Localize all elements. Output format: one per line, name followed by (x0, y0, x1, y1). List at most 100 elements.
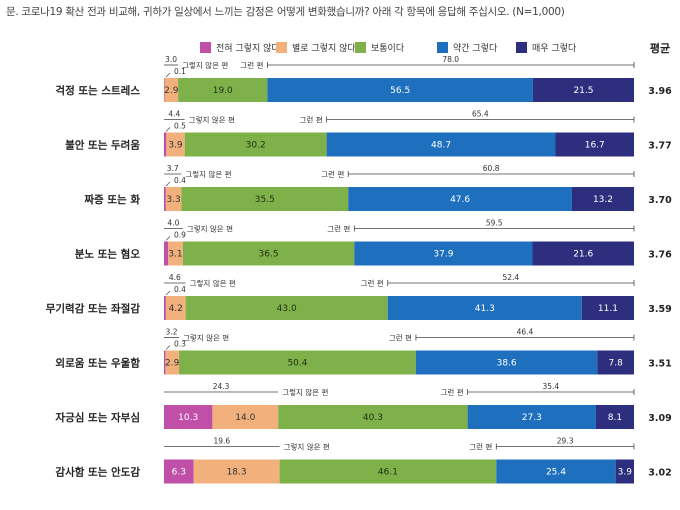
category-label: 짜증 또는 화 (84, 193, 140, 206)
bar-segment (181, 187, 349, 211)
small-value-label: 0.1 (174, 67, 186, 76)
legend-label-4: 약간 그렇다 (453, 42, 498, 54)
average-value: 3.77 (648, 141, 671, 152)
bar-segment (193, 459, 280, 484)
bar-value-label: 47.6 (450, 195, 470, 205)
bar-value-label: 7.8 (609, 359, 624, 369)
bar-value-label: 25.4 (546, 468, 566, 478)
bar-value-label: 8.1 (608, 413, 622, 423)
average-value: 3.59 (648, 304, 671, 315)
legend-swatch-4 (437, 42, 448, 53)
category-label: 불안 또는 두려움 (65, 139, 140, 152)
negative-bracket-label: 그렇지 않은 편 (182, 60, 228, 70)
positive-bracket-label: 그런 편 (327, 224, 350, 234)
bar-segment (164, 187, 166, 211)
bar-segment (354, 241, 533, 266)
positive-bracket-label: 그런 편 (240, 60, 263, 70)
bar-segment (164, 78, 179, 102)
bar-value-label: 50.4 (287, 359, 307, 369)
small-value-leader (165, 181, 171, 187)
negative-bracket-label: 그렇지 않은 편 (190, 278, 236, 288)
bar-value-label: 21.6 (573, 250, 593, 260)
bar-value-label: 41.3 (475, 304, 495, 314)
small-value-label: 0.3 (174, 340, 186, 349)
bar-value-label: 10.3 (178, 413, 198, 423)
bar-segment (184, 132, 327, 157)
category-label: 무기력감 또는 좌절감 (46, 302, 141, 315)
category-label: 걱정 또는 스트레스 (55, 84, 140, 97)
negative-bracket-label: 그렇지 않은 편 (183, 333, 229, 343)
legend-label-3: 보통이다 (371, 43, 405, 54)
bar-value-label: 6.3 (172, 468, 186, 478)
bar-segment (168, 241, 183, 266)
negative-total: 3.2 (166, 328, 178, 337)
bar-value-label: 3.3 (166, 195, 180, 205)
negative-total: 3.0 (165, 55, 177, 64)
bar-segment (185, 296, 388, 320)
legend-label-1: 전혀 그렇지 않다 (216, 43, 280, 54)
small-value-leader (165, 290, 171, 296)
average-value: 3.96 (648, 86, 672, 97)
bar-segment (166, 132, 185, 157)
bar-segment (387, 296, 582, 320)
average-value: 3.76 (648, 250, 672, 261)
positive-bracket-label: 그런 편 (389, 333, 412, 343)
bar-value-label: 11.1 (598, 304, 618, 314)
bar-segment (165, 350, 180, 375)
bar-segment (182, 241, 355, 266)
bar-value-label: 13.2 (593, 195, 613, 205)
bar-segment (178, 78, 268, 102)
positive-bracket-label: 그런 편 (441, 387, 464, 397)
negative-bracket-label: 그렇지 않은 편 (185, 169, 231, 179)
bar-value-label: 38.6 (497, 359, 517, 369)
bar-segment (179, 350, 416, 375)
bar-segment (164, 296, 166, 320)
small-value-leader (165, 127, 171, 132)
bar-value-label: 3.9 (168, 141, 183, 151)
positive-total: 35.4 (542, 382, 559, 391)
bar-value-label: 4.2 (169, 304, 183, 314)
negative-total: 4.6 (169, 273, 181, 282)
legend-label-2: 별로 그렇지 않다 (292, 43, 356, 54)
bar-value-label: 40.3 (363, 413, 383, 423)
average-value: 3.51 (648, 359, 671, 370)
positive-total: 46.4 (517, 328, 534, 337)
negative-total: 4.4 (168, 110, 180, 119)
bar-segment (164, 405, 213, 429)
bar-value-label: 36.5 (259, 250, 279, 260)
legend-swatch-1 (200, 42, 211, 53)
legend-swatch-5 (516, 42, 527, 53)
bar-value-label: 48.7 (431, 141, 451, 151)
bar-value-label: 18.3 (227, 468, 247, 478)
category-label: 감사함 또는 안도감 (55, 466, 140, 479)
bar-segment (164, 241, 169, 266)
small-value-label: 0.5 (174, 122, 186, 131)
negative-total: 19.6 (213, 437, 230, 446)
bar-segment (532, 78, 634, 102)
bar-value-label: 2.9 (165, 359, 180, 369)
bar-value-label: 37.9 (433, 250, 453, 260)
bar-value-label: 3.9 (618, 468, 633, 478)
average-value: 3.09 (648, 413, 671, 424)
category-label: 분노 또는 혐오 (75, 248, 141, 261)
bar-value-label: 14.0 (235, 413, 255, 423)
legend-label-5: 매우 그렇다 (532, 43, 577, 54)
small-value-label: 0.4 (174, 285, 186, 294)
positive-total: 52.4 (503, 273, 520, 282)
bar-segment (571, 187, 634, 211)
small-value-label: 0.9 (174, 231, 186, 240)
small-value-label: 0.4 (174, 176, 186, 185)
positive-total: 29.3 (557, 437, 574, 446)
bar-segment (467, 405, 596, 429)
bar-value-label: 35.5 (255, 195, 275, 205)
bar-segment (164, 350, 166, 375)
negative-bracket-label: 그렇지 않은 편 (189, 115, 235, 125)
bar-value-label: 43.0 (277, 304, 297, 314)
bar-segment (348, 187, 572, 211)
average-value: 3.02 (648, 468, 671, 479)
bar-segment (581, 296, 634, 320)
bar-segment (212, 405, 279, 429)
bar-value-label: 56.5 (390, 86, 410, 96)
category-label: 외로움 또는 우울함 (55, 357, 140, 370)
